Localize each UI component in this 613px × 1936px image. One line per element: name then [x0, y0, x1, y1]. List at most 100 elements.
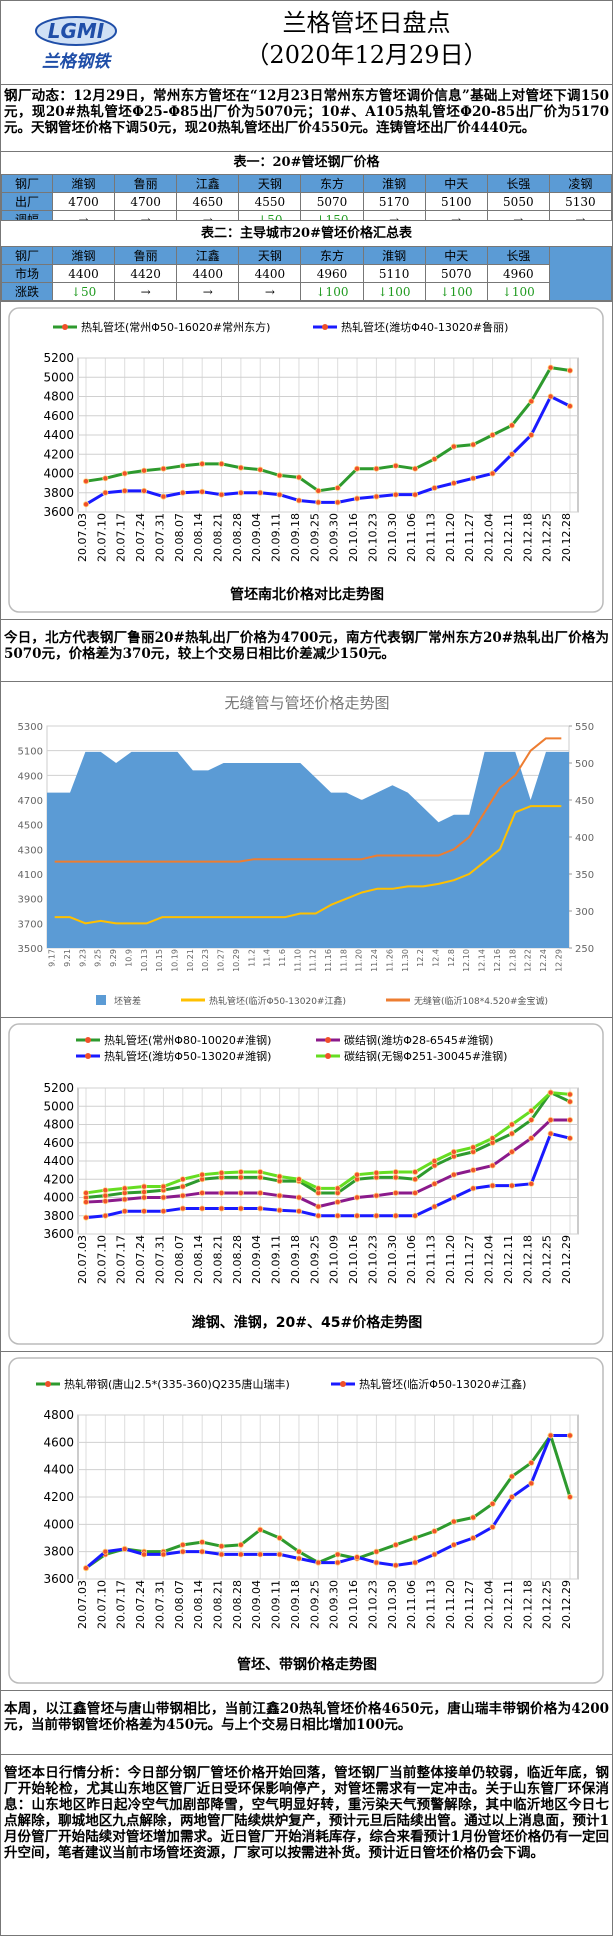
- y-tick-label: 5000: [43, 1099, 74, 1113]
- x-tick-label: 20.10.23: [366, 1235, 379, 1284]
- marker: [83, 1189, 90, 1196]
- x-tick-label: 20.08.21: [212, 1235, 225, 1284]
- x-tick-label: 11.6: [278, 949, 287, 967]
- x-tick-label: 20.08.21: [212, 513, 225, 562]
- x-tick-label: 20.09.30: [328, 513, 341, 562]
- cell: →: [548, 210, 612, 220]
- header-cell: 淮钢: [362, 246, 426, 265]
- marker: [392, 1174, 399, 1181]
- marker: [431, 456, 438, 463]
- cell: 5130: [548, 192, 612, 211]
- x-tick-label: 20.09.04: [250, 1235, 263, 1284]
- marker: [528, 1135, 535, 1142]
- cell: 4700: [114, 192, 178, 211]
- marker: [121, 1196, 128, 1203]
- x-tick-label: 20.12.18: [521, 1580, 534, 1629]
- x-tick-label: 20.07.31: [153, 1580, 166, 1629]
- x-tick-label: 20.07.03: [76, 513, 89, 562]
- x-tick-label: 20.11.06: [405, 513, 418, 562]
- cell: →: [176, 210, 240, 220]
- header-cell: 东方: [300, 246, 364, 265]
- x-tick-label: 20.07.31: [153, 513, 166, 562]
- marker: [83, 1214, 90, 1221]
- y-tick-label: 4400: [43, 1463, 74, 1477]
- x-tick-label: 20.09.04: [250, 1580, 263, 1629]
- marker: [528, 1480, 535, 1487]
- marker: [179, 1205, 186, 1212]
- filler-cell: [548, 246, 612, 301]
- cell: 4960: [486, 264, 550, 283]
- legend-swatch: [96, 995, 106, 1005]
- y2-tick-label: 450: [575, 796, 594, 807]
- x-tick-label: 11.10: [293, 949, 302, 972]
- cell: 4960: [300, 264, 364, 283]
- x-tick-label: 9.17: [48, 949, 57, 967]
- marker: [295, 1176, 302, 1183]
- x-tick-label: 12.4: [432, 949, 441, 967]
- marker: [373, 1169, 380, 1176]
- header-cell: 长强: [486, 174, 550, 193]
- line: [54, 737, 562, 863]
- marker: [102, 1212, 109, 1219]
- chart-title: 无缝管与管坯价格走势图: [224, 694, 389, 712]
- x-tick-label: 20.11.13: [424, 513, 437, 562]
- marker: [237, 489, 244, 496]
- marker: [354, 495, 361, 502]
- cell: →: [51, 210, 116, 220]
- marker: [276, 1173, 283, 1180]
- x-tick-label: 20.07.17: [115, 1580, 128, 1629]
- table: 钢厂 潍钢 鲁丽 江鑫 天钢 东方 淮钢 中天 长强 凌钢 出厂 4700 4700 4650 4550 50…: [1, 174, 612, 220]
- marker: [237, 1174, 244, 1181]
- cell: →: [238, 282, 302, 301]
- title-box: 兰格管坯日盘点 （2020年12月29日）: [131, 7, 602, 71]
- marker: [547, 1089, 554, 1096]
- table-row: 出厂 4700 4700 4650 4550 5070 5170 5100 5050 5130: [1, 192, 612, 211]
- marker: [373, 1212, 380, 1219]
- chart-caption: 管坯南北价格对比走势图: [230, 586, 384, 603]
- marker: [141, 1183, 148, 1190]
- legend-label: 热轧带钢(唐山2.5*(335-360)Q235唐山瑞丰): [64, 1377, 290, 1391]
- x-tick-label: 9.21: [63, 949, 72, 967]
- x-tick-label: 10.13: [140, 949, 149, 972]
- marker: [567, 1432, 574, 1439]
- y-tick-label: 4200: [43, 1490, 74, 1504]
- marker: [450, 1541, 457, 1548]
- marker: [141, 487, 148, 494]
- marker: [528, 431, 535, 438]
- x-tick-label: 20.08.28: [231, 513, 244, 562]
- x-tick-label: 20.10.09: [328, 1235, 341, 1284]
- x-tick-label: 9.23: [78, 949, 87, 967]
- cell: 5070: [424, 264, 488, 283]
- marker: [431, 1157, 438, 1164]
- marker: [567, 1091, 574, 1098]
- table-row: 市场 4400 4420 4400 4400 4960 5110 5070 4960: [1, 264, 612, 283]
- marker: [199, 488, 206, 495]
- x-tick-label: 20.11.20: [444, 513, 457, 562]
- marker: [121, 470, 128, 477]
- marker: [295, 1208, 302, 1215]
- marker: [102, 489, 109, 496]
- table-title: 表一：20#管坯钢厂价格: [233, 155, 380, 170]
- header-cell: 潍钢: [51, 174, 116, 193]
- chart: 3600 3800 4000 4200 4400 4600 4800 5000 5200 20.0…: [8, 1023, 604, 1345]
- marker: [334, 484, 341, 491]
- x-tick-label: 20.08.28: [231, 1580, 244, 1629]
- marker: [199, 1189, 206, 1196]
- header-cell: 鲁丽: [114, 246, 178, 265]
- cell: →: [176, 282, 240, 301]
- x-tick-label: 20.08.07: [173, 1580, 186, 1629]
- y-tick-label: 5300: [18, 722, 43, 733]
- y-tick-label: 5200: [43, 1081, 74, 1095]
- x-tick-label: 20.07.24: [134, 513, 147, 562]
- marker: [315, 1185, 322, 1192]
- marker: [199, 1205, 206, 1212]
- marker: [373, 1559, 380, 1566]
- header-cell: 潍钢: [51, 246, 116, 265]
- x-tick-label: 20.12.11: [502, 1580, 515, 1629]
- x-tick-label: 20.09.11: [270, 1235, 283, 1284]
- date: （2020年12月29日）: [245, 41, 488, 69]
- x-tick-label: 20.12.04: [483, 1580, 496, 1629]
- marker: [528, 1116, 535, 1123]
- x-tick-label: 10.23: [201, 949, 210, 972]
- legend-marker: [85, 1037, 91, 1043]
